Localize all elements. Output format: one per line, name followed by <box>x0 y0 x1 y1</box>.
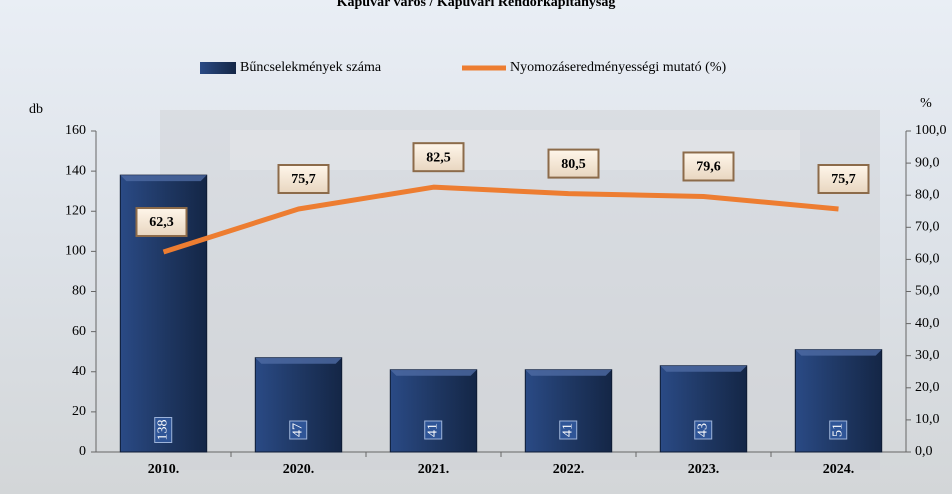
bar-value-box <box>424 420 443 440</box>
y2-tick-label: 20,0 <box>915 380 940 395</box>
bar-value-label: 41 <box>561 423 576 437</box>
x-tick-label: 2021. <box>418 462 450 477</box>
line-label-box <box>682 151 735 182</box>
y2-tick-label: 50,0 <box>915 284 940 299</box>
line-value-label: 62,3 <box>149 215 174 230</box>
x-tick-label: 2022. <box>553 462 585 477</box>
bar-value-box <box>289 420 308 440</box>
y2-tick-label: 0,0 <box>915 444 933 459</box>
y2-tick-label: 30,0 <box>915 348 940 363</box>
legend: Bűncselekmények száma Nyomozáseredményess… <box>200 60 726 75</box>
bar-value-label: 47 <box>291 423 306 437</box>
line-label-box <box>135 207 188 238</box>
bar-value-label: 43 <box>696 423 711 437</box>
bar-value-box <box>559 420 578 440</box>
y-axis-label: db <box>29 102 43 117</box>
y-tick-label: 100 <box>65 244 86 259</box>
y-tick-label: 40 <box>72 364 86 379</box>
bar-value-box <box>829 420 848 440</box>
bar-bevel <box>390 369 477 376</box>
legend-swatch <box>200 62 236 74</box>
line-label-box <box>412 142 465 173</box>
bar-bevel <box>120 175 207 182</box>
bar <box>389 369 478 453</box>
y2-tick-label: 60,0 <box>915 252 940 267</box>
y2-tick-label: 80,0 <box>915 187 940 202</box>
x-tick-label: 2024. <box>823 462 855 477</box>
y-tick-label: 0 <box>79 444 86 459</box>
bar-value-label: 41 <box>426 423 441 437</box>
bar-bevel <box>660 365 747 372</box>
line-value-label: 75,7 <box>831 172 856 187</box>
bar-value-label: 138 <box>156 420 171 441</box>
line-value-label: 80,5 <box>561 157 586 172</box>
y-tick-label: 80 <box>72 284 86 299</box>
y-tick-label: 160 <box>65 123 86 138</box>
y2-tick-label: 40,0 <box>915 316 940 331</box>
bar-value-box <box>154 417 173 443</box>
bar-value-label: 51 <box>831 423 846 437</box>
y-tick-label: 20 <box>72 404 86 419</box>
bar-bevel <box>255 357 342 364</box>
y2-tick-label: 10,0 <box>915 412 940 427</box>
x-tick-label: 2010. <box>148 462 180 477</box>
bar-value-box <box>694 420 713 440</box>
y2-axis-label: % <box>920 96 932 111</box>
x-tick-label: 2023. <box>688 462 720 477</box>
y2-tick-label: 70,0 <box>915 220 940 235</box>
y-tick-label: 60 <box>72 324 86 339</box>
chart-title: Kapuvár város / Kapuvári Rendőrkapitánys… <box>337 0 616 10</box>
line-value-label: 79,6 <box>696 160 721 175</box>
line-value-label: 75,7 <box>291 172 316 187</box>
line <box>162 184 839 255</box>
line-label-box <box>817 164 870 195</box>
y2-tick-label: 100,0 <box>915 123 947 138</box>
bar-bevel <box>795 349 882 356</box>
line-label-box <box>547 148 600 179</box>
y-tick-label: 120 <box>65 203 86 218</box>
bar <box>524 369 613 453</box>
x-tick-label: 2020. <box>283 462 315 477</box>
y2-tick-label: 90,0 <box>915 155 940 170</box>
line-label-box <box>277 164 330 195</box>
line-value-label: 82,5 <box>426 150 451 165</box>
legend-label: Nyomozáseredményességi mutató (%) <box>510 60 726 75</box>
y-tick-label: 140 <box>65 163 86 178</box>
bar-bevel <box>525 369 612 376</box>
legend-label: Bűncselekmények száma <box>240 60 382 75</box>
